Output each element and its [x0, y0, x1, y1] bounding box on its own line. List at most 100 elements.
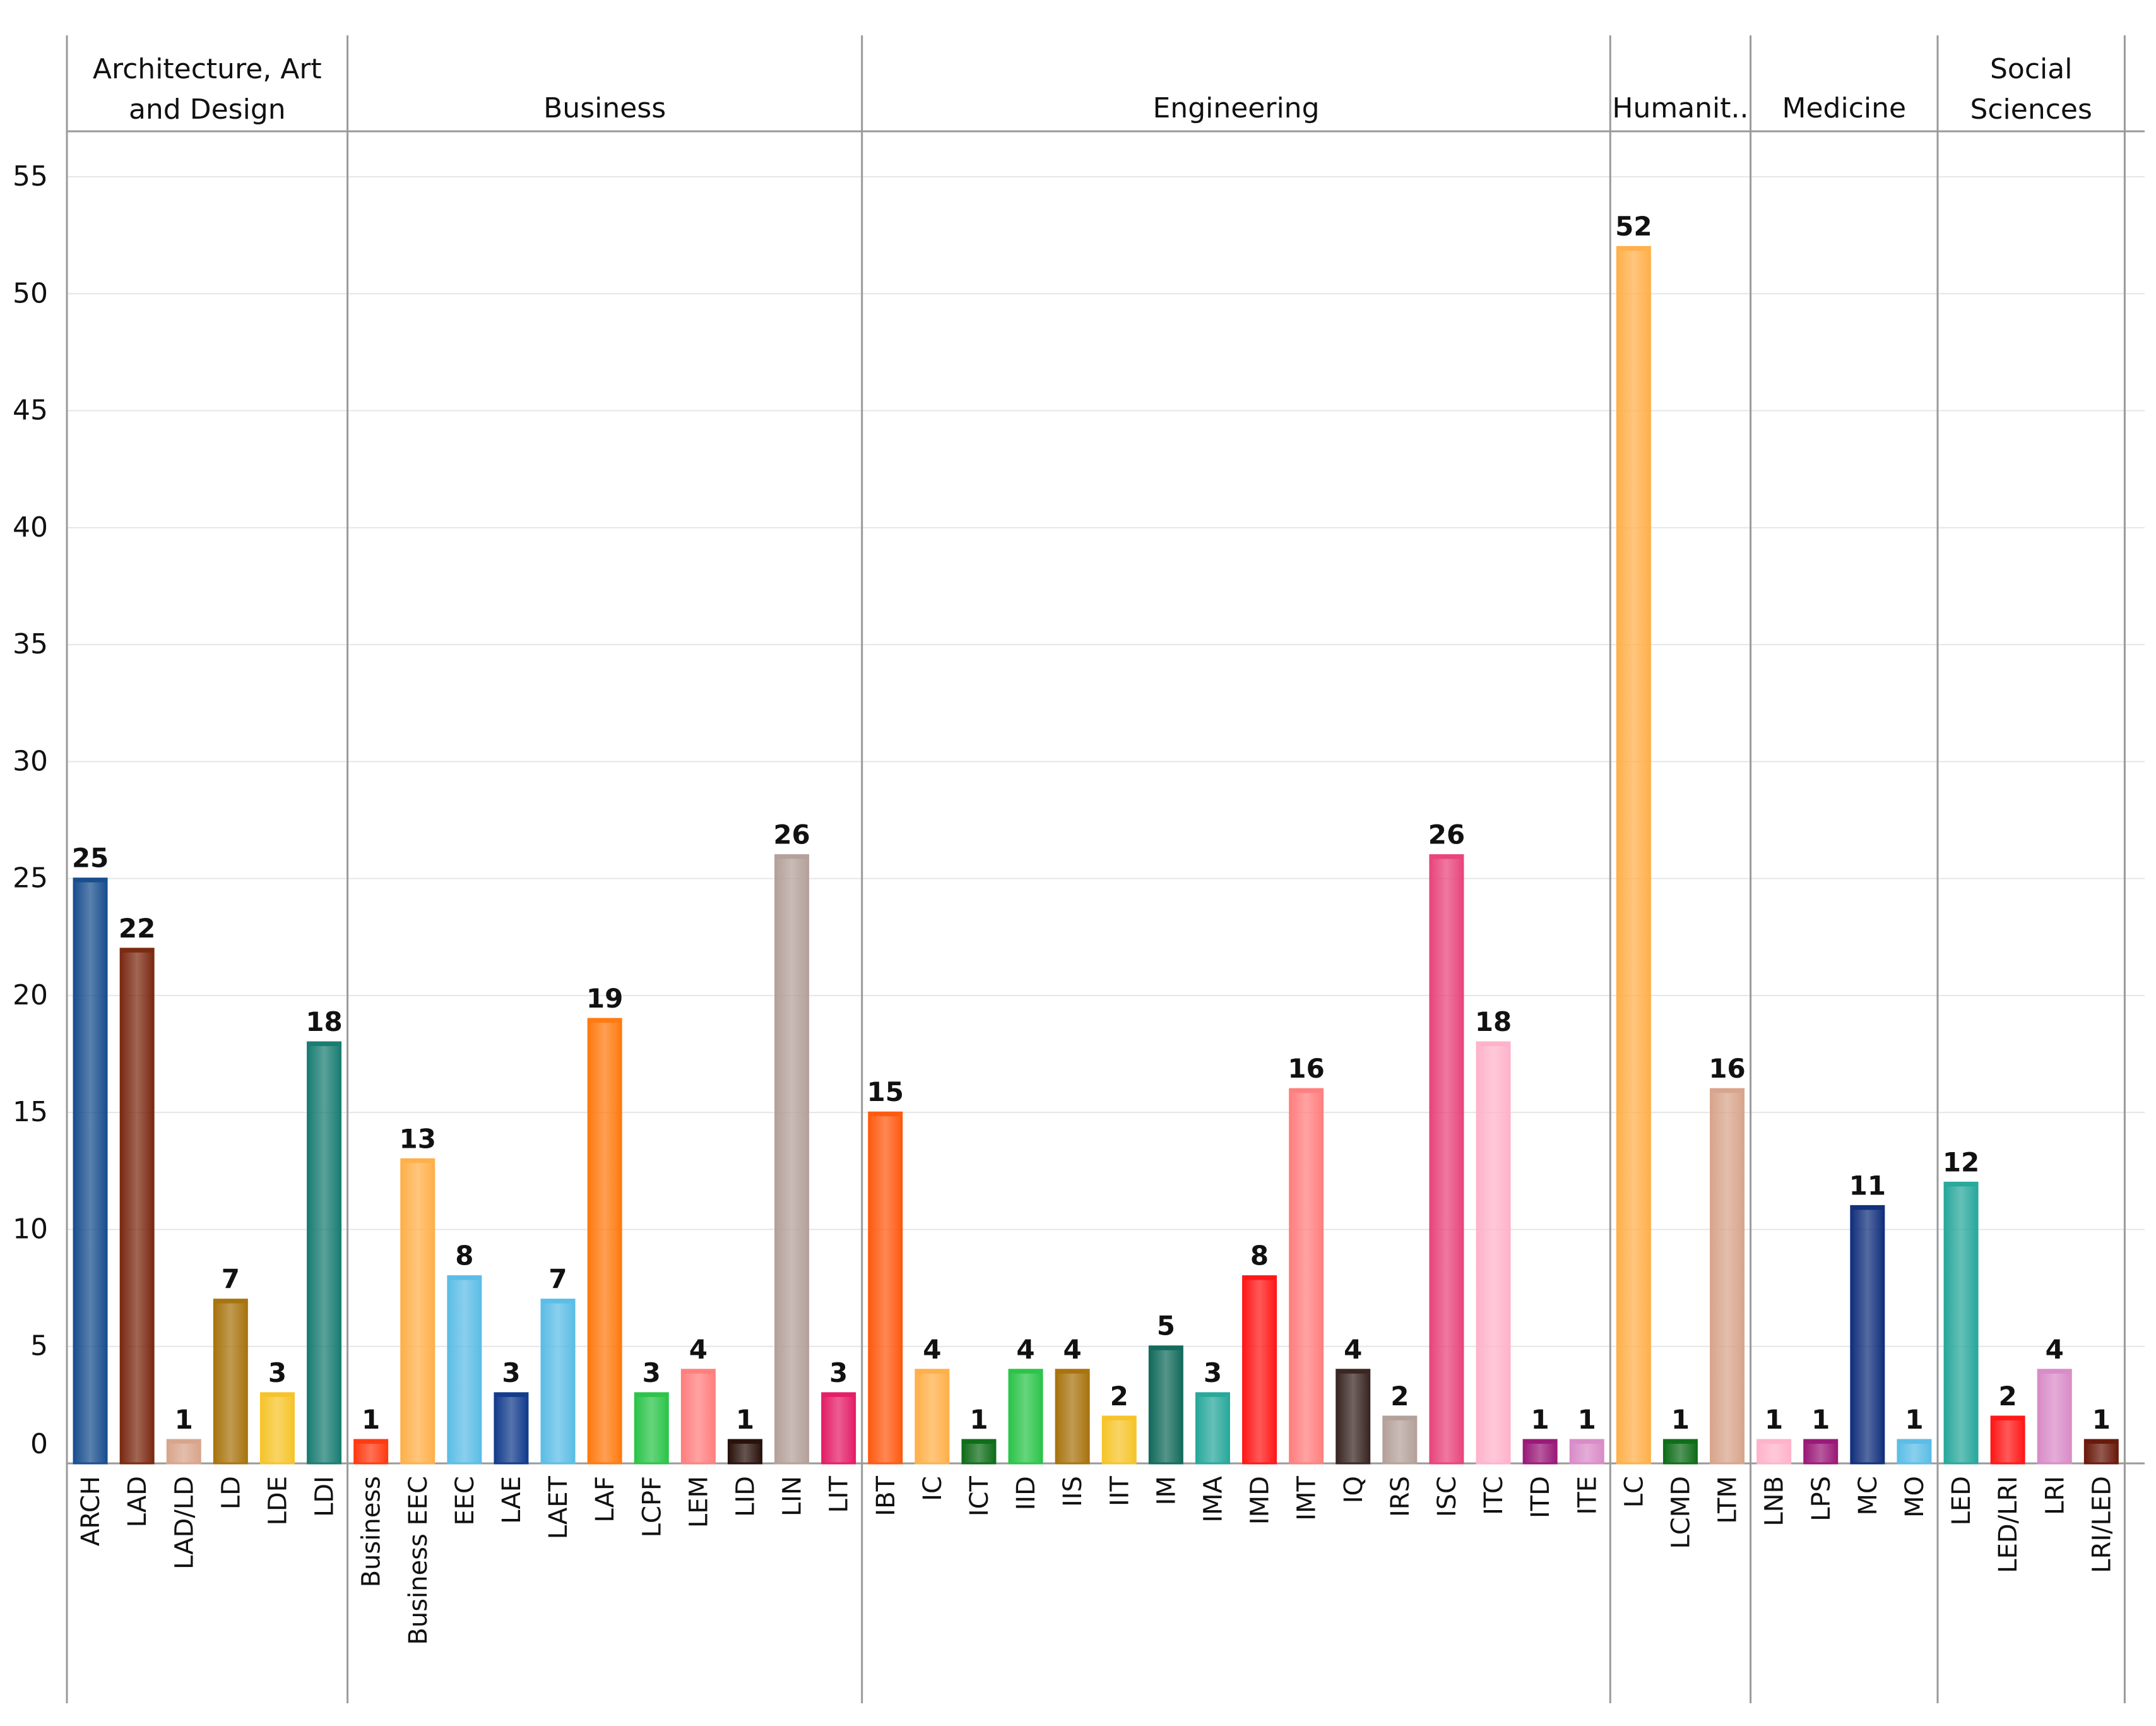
bar-cap — [2085, 1439, 2118, 1444]
bar-cap — [728, 1439, 762, 1444]
bar-cap — [1477, 1042, 1510, 1047]
data-label: 4 — [2046, 1334, 2064, 1365]
category-label: LCPF — [637, 1476, 666, 1537]
bar-business — [353, 1439, 389, 1465]
category-label: LRI/LED — [2087, 1476, 2116, 1573]
bar-cap — [1664, 1439, 1697, 1444]
bar-cap — [1897, 1439, 1931, 1444]
data-label: 15 — [867, 1076, 904, 1107]
category-label: IMT — [1293, 1475, 1322, 1520]
data-label: 4 — [1344, 1334, 1362, 1365]
category-label: LED/LRI — [1994, 1476, 2023, 1573]
bar-cap — [167, 1439, 201, 1444]
panel-header-label: Business — [543, 92, 666, 124]
bar-cap — [775, 855, 808, 859]
panel-header-label: Sciences — [1970, 93, 2092, 126]
category-label: LCMD — [1666, 1476, 1695, 1549]
bar-arch — [73, 878, 108, 1465]
data-label: 18 — [1475, 1006, 1512, 1037]
bar-ltm — [1710, 1088, 1745, 1465]
data-label: 4 — [689, 1334, 708, 1365]
bar-cap — [1757, 1439, 1791, 1444]
bar-lem — [680, 1369, 716, 1465]
panel-headers: Architecture, Art and Design Business Engin… — [93, 53, 2092, 126]
category-label: LAE — [497, 1476, 526, 1524]
bar-itc — [1476, 1041, 1511, 1465]
bar-cap — [1196, 1393, 1229, 1397]
bar-cap — [1524, 1439, 1557, 1444]
bar-lad — [119, 948, 155, 1465]
bar-cap — [1243, 1276, 1276, 1280]
y-tick-label: 30 — [13, 745, 48, 777]
data-label: 2 — [1999, 1381, 2017, 1412]
category-label: LNB — [1760, 1476, 1789, 1527]
bar-mc — [1850, 1205, 1885, 1465]
category-label: LIT — [825, 1475, 854, 1513]
data-label: 3 — [829, 1357, 848, 1388]
bar-ic — [915, 1369, 950, 1465]
data-label: 19 — [586, 983, 623, 1014]
gridlines — [67, 176, 2145, 1347]
y-tick-label: 45 — [13, 395, 48, 427]
category-label: LTM — [1714, 1476, 1743, 1524]
data-label: 1 — [175, 1404, 193, 1435]
bar-ict — [961, 1439, 997, 1465]
y-axis: 0 5 10 15 20 25 30 35 40 45 50 55 — [13, 160, 48, 1460]
category-label: LRI — [2040, 1476, 2070, 1515]
data-label: 25 — [72, 843, 109, 874]
bar-cap — [635, 1393, 668, 1397]
category-label: ITC — [1479, 1476, 1508, 1515]
bar-lit — [821, 1392, 856, 1465]
bar-isc — [1429, 854, 1464, 1465]
y-tick-label: 5 — [30, 1330, 48, 1362]
bar-cap — [1945, 1182, 1978, 1187]
bar-cap — [74, 878, 107, 883]
bar-cap — [307, 1042, 341, 1047]
y-tick-label: 10 — [13, 1213, 48, 1245]
bar-cap — [494, 1393, 528, 1397]
data-label: 1 — [1578, 1404, 1596, 1435]
bar-cap — [1851, 1206, 1884, 1210]
category-label: ICT — [965, 1475, 994, 1516]
y-tick-label: 35 — [13, 628, 48, 660]
bar-lcpf — [634, 1392, 669, 1465]
bar-cap — [962, 1439, 995, 1444]
category-label: IRS — [1386, 1476, 1415, 1517]
data-label: 3 — [268, 1357, 287, 1388]
data-label: 8 — [455, 1241, 473, 1271]
y-tick-label: 50 — [13, 277, 48, 309]
category-label: ARCH — [76, 1476, 105, 1546]
data-label: 4 — [923, 1334, 941, 1365]
category-label: LD — [216, 1476, 246, 1509]
data-label: 52 — [1615, 211, 1652, 242]
bar-lri — [2037, 1369, 2072, 1465]
data-label: 1 — [1671, 1404, 1690, 1435]
bar-irs — [1382, 1415, 1418, 1465]
x-axis: ARCH LAD LAD/LD LD LDE LDI Business Business EE… — [76, 1475, 2116, 1645]
category-label: LAF — [591, 1476, 620, 1523]
bar-cap — [447, 1276, 481, 1280]
y-tick-label: 15 — [13, 1096, 48, 1128]
bar-ld — [213, 1299, 248, 1465]
data-label: 7 — [548, 1264, 567, 1295]
y-tick-label: 55 — [13, 160, 48, 193]
data-label: 1 — [2092, 1404, 2111, 1435]
category-label: ITD — [1526, 1476, 1555, 1518]
data-label: 2 — [1390, 1381, 1409, 1412]
data-label: 4 — [1016, 1334, 1034, 1365]
data-label: 3 — [1204, 1357, 1222, 1388]
bar-lad-ld — [166, 1439, 201, 1465]
bar-cap — [915, 1369, 949, 1374]
y-tick-label: 40 — [13, 511, 48, 544]
data-label: 18 — [305, 1006, 342, 1037]
category-label: LIN — [778, 1476, 807, 1516]
category-label: LPS — [1807, 1476, 1836, 1521]
data-label: 5 — [1157, 1311, 1175, 1342]
bar-ibt — [868, 1111, 903, 1465]
data-label: 4 — [1063, 1334, 1082, 1365]
bar-cap — [1383, 1416, 1416, 1420]
category-label: LED — [1947, 1476, 1976, 1525]
data-label: 3 — [643, 1357, 661, 1388]
